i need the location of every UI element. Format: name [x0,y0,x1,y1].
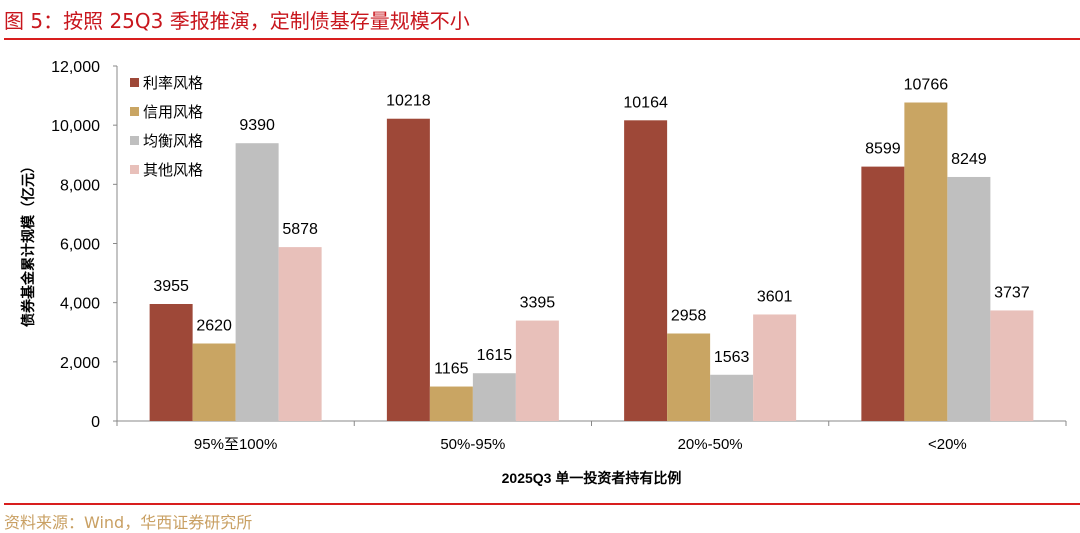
data-label: 1563 [714,349,750,366]
data-label: 10766 [904,77,949,94]
x-tick-label: 95%至100% [194,436,277,453]
figure-title: 图 5：按照 25Q3 季报推演，定制债基存量规模不小 [4,9,470,33]
y-tick-label: 12,000 [51,59,100,76]
x-tick-label: <20% [928,436,967,453]
bar [990,310,1034,421]
bar [149,303,193,421]
legend-label: 信用风格 [143,104,203,121]
data-label: 5878 [282,221,318,238]
data-label: 1615 [477,347,513,364]
source-note: 资料来源：Wind，华西证券研究所 [4,513,253,532]
bar [753,314,797,421]
y-tick-label: 6,000 [60,237,100,254]
legend-label: 均衡风格 [143,133,203,150]
data-label: 3395 [520,295,556,312]
legend-label: 其他风格 [143,162,203,179]
bar [515,320,559,421]
data-label: 2620 [196,317,232,334]
legend-label: 利率风格 [143,75,203,92]
bar [235,143,279,421]
y-tick-label: 0 [91,414,100,431]
footer-divider [4,503,1080,505]
data-label: 9390 [239,117,275,134]
bar [904,102,948,422]
bar [386,118,430,421]
data-label: 1165 [434,361,469,378]
data-label: 3601 [757,288,793,305]
y-tick-label: 4,000 [60,296,100,313]
data-label: 10218 [386,93,431,110]
data-label: 10164 [623,94,668,111]
bar [278,247,322,421]
bar [710,374,754,421]
y-tick-label: 2,000 [60,355,100,372]
y-tick-label: 10,000 [51,118,100,135]
legend-swatch [130,107,139,116]
bar [192,343,236,421]
data-label: 8599 [865,141,901,158]
y-tick-label: 8,000 [60,177,100,194]
bar [667,333,711,421]
title-divider [4,38,1080,40]
bar [624,120,668,421]
bar [429,386,473,421]
data-label: 8249 [951,151,987,168]
legend-swatch [130,78,139,87]
data-label: 2958 [671,307,707,324]
bar [861,166,905,421]
x-tick-label: 50%-95% [440,436,505,453]
x-axis-title: 2025Q3 单一投资者持有比例 [502,470,682,486]
bar [472,373,516,421]
x-tick-label: 20%-50% [678,436,743,453]
y-axis-title: 债券基金累计规模（亿元） [20,159,36,327]
data-label: 3955 [153,278,189,295]
legend-swatch [130,136,139,145]
data-label: 3737 [994,284,1030,301]
legend-swatch [130,165,139,174]
bar [947,176,991,421]
